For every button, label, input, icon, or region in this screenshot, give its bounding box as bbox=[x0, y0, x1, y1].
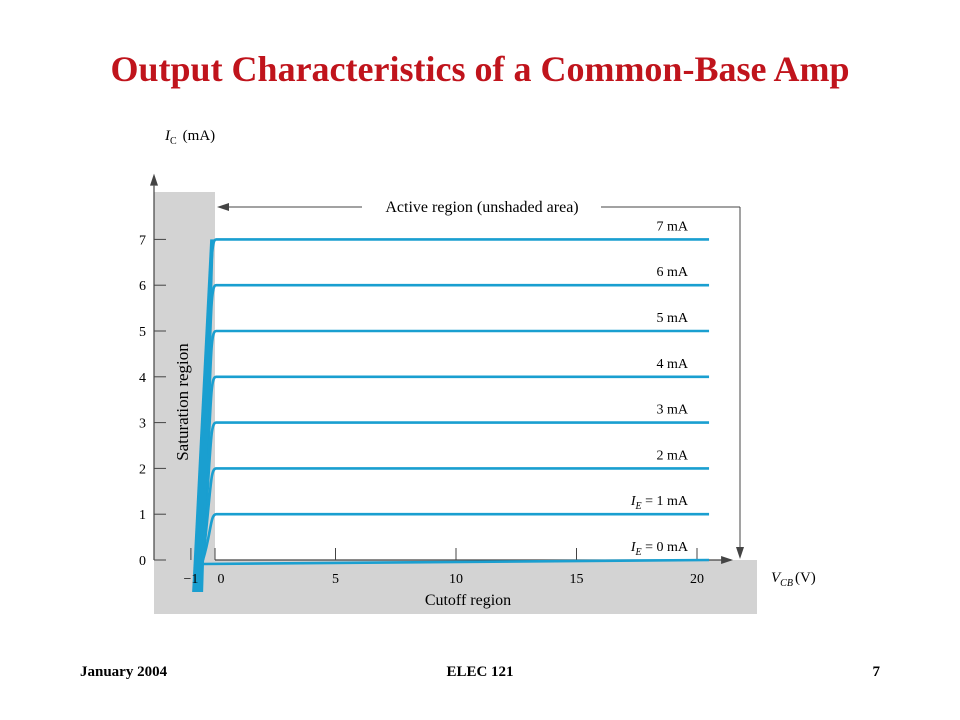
curve-label-4ma: 4 mA bbox=[657, 357, 689, 372]
curve-ie-0ma bbox=[202, 558, 710, 566]
x-tick-label: 20 bbox=[690, 572, 704, 587]
cutoff-region-label: Cutoff region bbox=[425, 592, 511, 609]
y-tick-label: 6 bbox=[139, 279, 146, 294]
active-arrow-left-head bbox=[217, 203, 229, 211]
x-tick-label: −1 bbox=[183, 572, 198, 587]
y-tick-label: 1 bbox=[139, 508, 146, 523]
curve-label-0ma: IE = 0 mA bbox=[630, 540, 689, 558]
curve-label-3ma: 3 mA bbox=[657, 403, 689, 418]
curves bbox=[192, 238, 710, 592]
footer-course: ELEC 121 bbox=[446, 664, 514, 680]
curve-label-6ma: 6 mA bbox=[657, 265, 689, 280]
active-region-label: Active region (unshaded area) bbox=[385, 199, 578, 216]
y-tick-label: 2 bbox=[139, 462, 146, 477]
curve-ie-1ma bbox=[201, 512, 710, 561]
y-axis-label: IC (mA) bbox=[164, 128, 215, 147]
x-tick-label: 5 bbox=[332, 572, 339, 587]
saturation-region-label: Saturation region bbox=[173, 343, 192, 461]
curve-label-7ma: 7 mA bbox=[657, 219, 689, 234]
x-tick-label: 15 bbox=[570, 572, 584, 587]
slide-title: Output Characteristics of a Common-Base … bbox=[110, 49, 850, 89]
labels: −1 0 5 10 15 20 0 1 2 3 4 5 6 7 IC (mA) VCB (V) IE = 0 mA I… bbox=[139, 128, 816, 609]
curve-label-5ma: 5 mA bbox=[657, 311, 689, 326]
y-axis-arrow bbox=[150, 173, 158, 186]
active-arrow-down-head bbox=[736, 547, 744, 559]
y-tick-label: 4 bbox=[139, 371, 146, 386]
x-axis-arrow bbox=[721, 556, 734, 564]
cutoff-shading bbox=[154, 560, 757, 614]
curve-label-1ma: IE = 1 mA bbox=[630, 494, 689, 512]
y-tick-label: 5 bbox=[139, 325, 146, 340]
footer-date: January 2004 bbox=[80, 664, 168, 680]
y-tick-label: 0 bbox=[139, 554, 146, 569]
x-tick-label: 10 bbox=[449, 572, 463, 587]
curve-label-2ma: 2 mA bbox=[657, 448, 689, 463]
x-tick-label: 0 bbox=[218, 572, 225, 587]
footer-page-number: 7 bbox=[872, 664, 881, 680]
y-tick-label: 3 bbox=[139, 417, 146, 432]
y-tick-label: 7 bbox=[139, 233, 146, 248]
x-axis-label: VCB (V) bbox=[771, 570, 816, 589]
curve-ie-7ma bbox=[201, 238, 710, 561]
curve-ie-5ma bbox=[201, 329, 710, 561]
